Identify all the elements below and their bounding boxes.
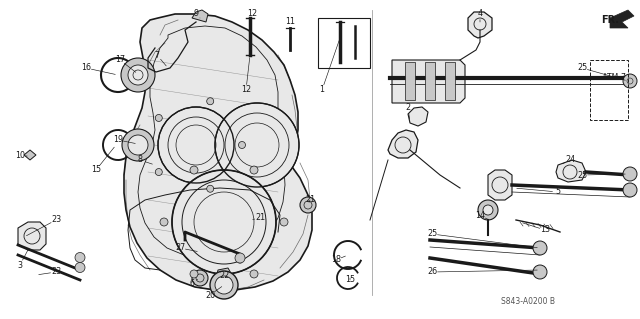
Text: 15: 15 [91, 166, 101, 174]
Circle shape [250, 166, 258, 174]
Text: 18: 18 [331, 256, 341, 264]
Text: 8: 8 [138, 155, 143, 165]
Bar [318, 18, 370, 68]
Text: FR.: FR. [601, 15, 619, 25]
Circle shape [128, 65, 148, 85]
Text: 6: 6 [189, 278, 195, 287]
Text: 1: 1 [319, 85, 324, 94]
Text: 26: 26 [427, 268, 437, 277]
Text: 12: 12 [247, 10, 257, 19]
Circle shape [478, 200, 498, 220]
Polygon shape [216, 268, 232, 280]
Circle shape [75, 253, 85, 263]
Polygon shape [192, 10, 208, 22]
Bar [590, 60, 628, 120]
Circle shape [215, 276, 233, 294]
Circle shape [250, 270, 258, 278]
Text: 25: 25 [577, 63, 587, 72]
Polygon shape [610, 10, 634, 28]
Circle shape [239, 142, 246, 149]
Circle shape [121, 58, 155, 92]
Text: 12: 12 [241, 85, 251, 94]
Text: 16: 16 [81, 63, 91, 72]
Polygon shape [408, 107, 428, 126]
Polygon shape [392, 60, 465, 103]
Polygon shape [24, 150, 36, 160]
Circle shape [483, 205, 493, 215]
Polygon shape [388, 130, 418, 158]
Text: 21: 21 [255, 213, 265, 222]
Polygon shape [445, 62, 455, 100]
Text: 27: 27 [175, 243, 185, 253]
Circle shape [207, 98, 214, 105]
Circle shape [623, 183, 637, 197]
Text: 25: 25 [577, 170, 587, 180]
Text: 5: 5 [556, 188, 561, 197]
Circle shape [533, 241, 547, 255]
Polygon shape [124, 14, 312, 290]
Text: 22: 22 [220, 271, 230, 279]
Polygon shape [405, 62, 415, 100]
Text: 19: 19 [113, 136, 123, 145]
Text: 20: 20 [205, 291, 215, 300]
Text: 10: 10 [15, 152, 25, 160]
Text: 17: 17 [115, 56, 125, 64]
Circle shape [280, 218, 288, 226]
Text: 23: 23 [51, 268, 61, 277]
Text: 3: 3 [17, 261, 22, 270]
Text: 11: 11 [285, 18, 295, 26]
Text: 25: 25 [427, 229, 437, 239]
Circle shape [122, 129, 154, 161]
Circle shape [190, 166, 198, 174]
Polygon shape [468, 12, 492, 38]
Circle shape [215, 103, 299, 187]
Circle shape [623, 74, 637, 88]
Text: ⇒ATM-7: ⇒ATM-7 [597, 73, 627, 83]
Circle shape [300, 197, 316, 213]
Polygon shape [18, 222, 46, 250]
Text: 21: 21 [305, 196, 315, 204]
Circle shape [533, 265, 547, 279]
Text: 7: 7 [154, 50, 159, 60]
Text: 24: 24 [565, 155, 575, 165]
Circle shape [128, 135, 148, 155]
Circle shape [75, 263, 85, 272]
Polygon shape [488, 170, 512, 200]
Text: 14: 14 [475, 211, 485, 220]
Circle shape [210, 271, 238, 299]
Text: 23: 23 [51, 216, 61, 225]
Circle shape [192, 270, 208, 286]
Text: 13: 13 [540, 226, 550, 234]
Polygon shape [556, 160, 586, 182]
Circle shape [158, 107, 234, 183]
Circle shape [160, 218, 168, 226]
Text: S843-A0200 B: S843-A0200 B [501, 298, 555, 307]
Text: 2: 2 [405, 103, 411, 113]
Circle shape [235, 253, 245, 263]
Circle shape [172, 170, 276, 274]
Circle shape [207, 185, 214, 192]
Circle shape [190, 270, 198, 278]
Circle shape [623, 167, 637, 181]
Text: 15: 15 [345, 276, 355, 285]
Text: 9: 9 [193, 10, 198, 19]
Polygon shape [425, 62, 435, 100]
Circle shape [156, 168, 163, 175]
Circle shape [156, 115, 163, 122]
Text: 4: 4 [477, 10, 483, 19]
